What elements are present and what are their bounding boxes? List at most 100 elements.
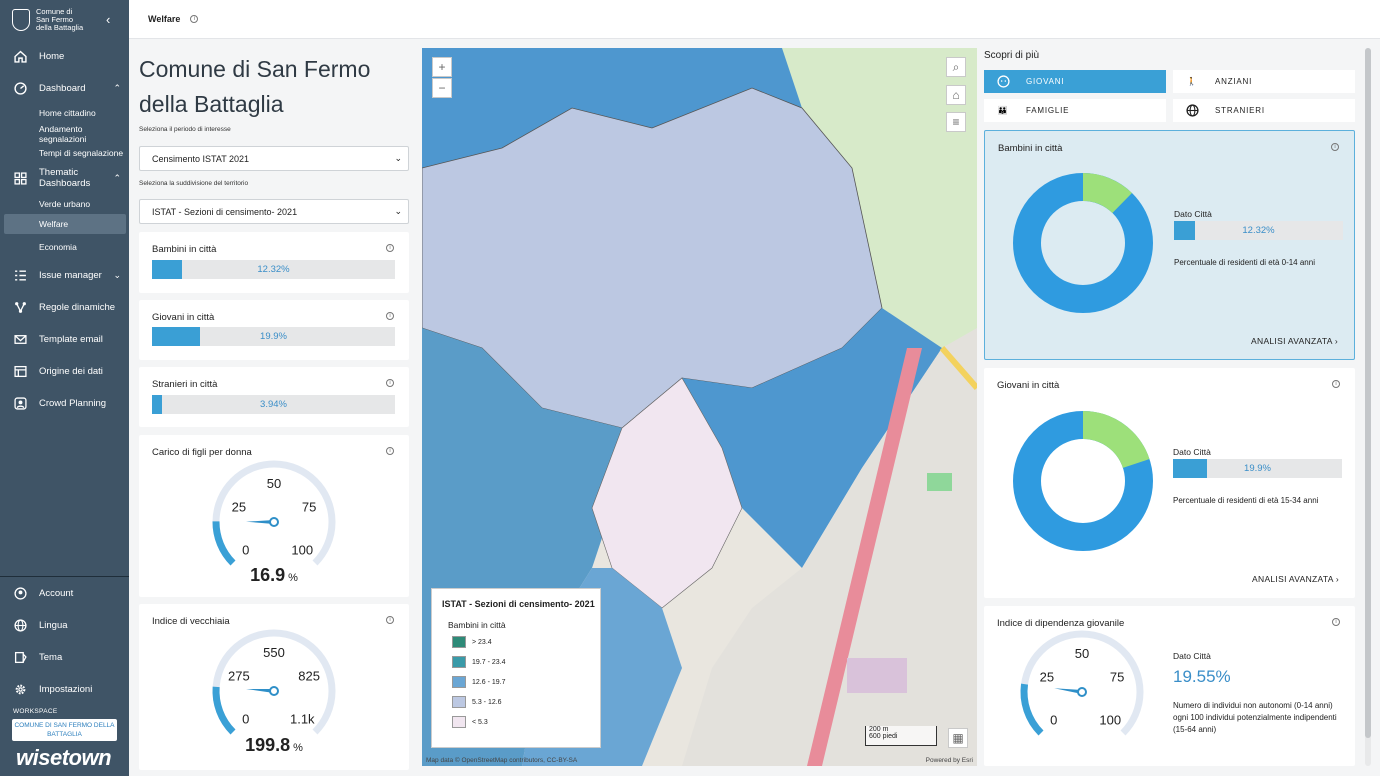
nav-lingua[interactable]: Lingua [0,609,129,641]
sub-verde-urbano[interactable]: Verde urbano [39,199,91,209]
page-title: Comune di San Fermo della Battaglia [139,56,371,117]
gauge-tick-label: 1.1k [290,711,315,726]
nav-account[interactable]: Account [0,577,129,609]
sub-home-cittadino[interactable]: Home cittadino [39,108,96,118]
brand-logo: wisetown [16,745,112,770]
right-panel: Scopri di più GIOVANI 🚶 ANZIANI 👪 FAMIGL… [978,40,1358,776]
gauge-dial: 0 275 550 825 1.1k [212,629,336,735]
zoom-in-button[interactable]: + [432,57,452,77]
nav-home[interactable]: Home [0,40,129,72]
sub-andamento-segnalazioni[interactable]: Andamento segnalazioni [39,124,87,144]
zoom-out-button[interactable]: − [432,78,452,98]
kpi-bar-fill [152,395,162,414]
dashboard-icon [14,81,27,95]
gauge-tick-label: 825 [298,668,320,683]
search-icon[interactable]: ⌕ [946,57,966,77]
detail-card-dipendenza: Indice di dipendenza giovanile i 0 25 50 75… [984,606,1355,766]
nav-issue-manager[interactable]: Issue manager ⌄ [0,259,129,291]
nav-origine-dati[interactable]: Origine dei dati [0,355,129,387]
topbar: Welfare i [129,0,1380,39]
info-icon[interactable]: i [1331,143,1339,151]
baby-icon [996,75,1010,89]
tab-famiglie[interactable]: 👪 FAMIGLIE [984,99,1166,122]
nav-tema[interactable]: Tema [0,641,129,673]
gauge-tick-label: 100 [1099,712,1121,727]
kpi-title: Bambini in città [152,244,217,255]
nav-template-email[interactable]: Template email [0,323,129,355]
gauge-tick-label: 75 [1110,669,1124,684]
workspace-label: WORKSPACE [13,708,58,715]
sub-welfare[interactable]: Welfare [4,214,126,234]
nav-regole-dinamiche[interactable]: Regole dinamiche [0,291,129,323]
section-title: Scopri di più [984,50,1040,61]
info-icon[interactable]: i [386,379,394,387]
sidebar-header: Comune di San Fermo della Battaglia [0,0,129,40]
gauge-tick-label: 0 [242,711,249,726]
globe-icon [1185,104,1199,118]
nav-impostazioni[interactable]: Impostazioni [0,673,129,705]
tab-giovani[interactable]: GIOVANI [984,70,1166,93]
sub-economia[interactable]: Economia [39,241,77,252]
dato-label: Dato Città [1174,209,1212,219]
kpi-bar-fill [1173,459,1207,478]
gauge-value: 199.8% [245,735,303,755]
chevron-down-icon: ⌄ [113,269,121,280]
map-region [682,308,942,568]
tab-anziani[interactable]: 🚶 ANZIANI [1173,70,1355,93]
gauge-card-figli: Carico di figli per donna i 0 25 50 75 100 1… [139,435,409,597]
info-icon[interactable]: i [386,616,394,624]
settings-icon [14,683,27,696]
sub-tempi-segnalazione[interactable]: Tempi di segnalazione [39,148,124,158]
nav-thematic-dashboards[interactable]: Thematic Dashboards ⌃ [0,162,129,194]
chevron-down-icon: ⌄ [394,206,402,216]
scrollbar-thumb[interactable] [1365,48,1371,738]
subdivision-select[interactable]: ISTAT - Sezioni di censimento- 2021 ⌄ [139,199,409,224]
legend-item: 19.7 - 23.4 [452,656,505,668]
period-select[interactable]: Censimento ISTAT 2021 ⌄ [139,146,409,171]
nav-dashboard[interactable]: Dashboard ⌃ [0,72,129,104]
municipality-name: Comune di San Fermo della Battaglia [36,7,84,32]
family-icon: 👪 [997,106,1009,115]
gauge-card-vecchiaia: Indice di vecchiaia i 0 275 550 825 1.1k 199… [139,604,409,770]
map-region [591,377,743,609]
kpi-card-stranieri: Stranieri in città i 3.94% [139,367,409,427]
map-legend: ISTAT - Sezioni di censimento- 2021 Bamb… [431,588,601,748]
analisi-avanzata-link[interactable]: ANALISI AVANZATA › [1251,336,1338,346]
gauge-dial: 0 25 50 75 100 [212,460,336,566]
map-view[interactable]: + − ⌕ ⌂ ≡ ISTAT - Sezioni di censimento-… [422,48,977,766]
info-icon[interactable]: i [386,447,394,455]
card-description: Percentuale di residenti di età 15-34 an… [1173,496,1319,505]
card-title: Indice di dipendenza giovanile [997,618,1125,629]
nav-crowd-planning[interactable]: Crowd Planning [0,387,129,419]
kpi-bar: 12.32% [152,260,395,279]
gauge-tick-label: 0 [1050,712,1057,727]
home-icon[interactable]: ⌂ [946,85,966,105]
gauge-title: Indice di vecchiaia [152,616,230,627]
dato-label: Dato Città [1173,447,1211,457]
workspace-selector[interactable]: COMUNE DI SAN FERMO DELLA BATTAGLIA [12,719,117,741]
chevron-left-icon[interactable]: ‹ [106,12,111,27]
info-icon[interactable]: i [386,312,394,320]
card-description: Percentuale di residenti di età 0-14 ann… [1174,258,1315,267]
grid-icon [14,171,27,185]
info-icon[interactable]: i [190,15,199,23]
account-icon [14,586,27,600]
legend-item: 5.3 - 12.6 [452,696,502,708]
basemap-toggle-icon[interactable]: ▦ [948,728,968,748]
info-icon[interactable]: i [386,244,394,252]
mail-icon [14,333,27,346]
gauge-tick-label: 275 [228,668,250,683]
info-icon[interactable]: i [1332,618,1340,626]
kpi-value: 3.94% [260,399,287,410]
layers-icon[interactable]: ≡ [946,112,966,132]
period-label: Seleziona il periodo di interesse [139,126,231,133]
analisi-avanzata-link[interactable]: ANALISI AVANZATA › [1252,574,1339,584]
info-icon[interactable]: i [1332,380,1340,388]
chevron-down-icon: ⌄ [394,153,402,163]
gauge-fill [212,521,236,566]
tab-stranieri[interactable]: STRANIERI [1173,99,1355,122]
kpi-bar-fill [1174,221,1195,240]
map-attribution: Map data © OpenStreetMap contributors, C… [426,757,578,764]
map-region [422,48,802,168]
gauge-dial: 0 25 50 75 100 [1020,630,1144,736]
